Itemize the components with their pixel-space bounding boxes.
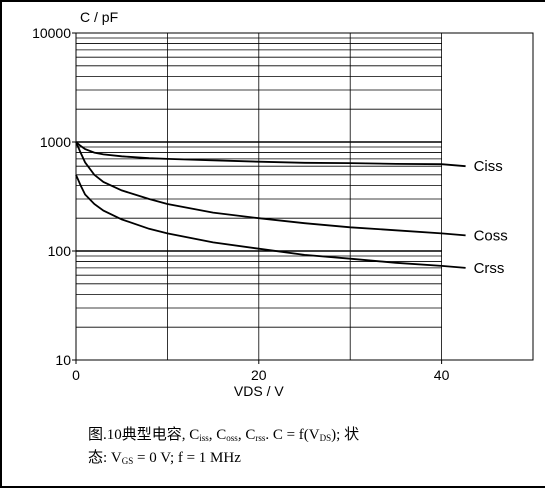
caption-text: , C xyxy=(237,427,256,443)
caption-text: = 0 V; f = 1 MHz xyxy=(133,450,241,466)
x-tick-label: 40 xyxy=(434,367,450,383)
caption-subscript: oss xyxy=(226,433,238,443)
x-axis-label: VDS / V xyxy=(234,383,284,399)
caption-line-2: 态: VGS = 0 V; f = 1 MHz xyxy=(88,447,528,470)
caption-subscript: iss xyxy=(199,433,209,443)
plot-area-border xyxy=(75,32,534,361)
x-tick-labels: 0 20 40 xyxy=(72,360,450,383)
series-labels: Ciss Coss Crss xyxy=(474,158,508,277)
capacitance-chart: 10 100 1000 10000 0 20 40 C / pF VDS / V Ciss… xyxy=(32,9,534,399)
caption-line-1: 图.10典型电容, Ciss, Coss, Crss. C = f(VDS); … xyxy=(88,424,528,447)
y-tick-labels: 10 100 1000 10000 xyxy=(32,25,76,368)
series-label-crss: Crss xyxy=(474,260,505,277)
x-tick-label: 20 xyxy=(251,367,267,383)
y-tick-label: 10 xyxy=(55,352,71,368)
y-tick-label: 100 xyxy=(48,243,72,259)
caption-text: . C = f(V xyxy=(265,427,320,443)
caption-text: 态: V xyxy=(88,450,122,466)
figure-caption: 图.10典型电容, Ciss, Coss, Crss. C = f(VDS); … xyxy=(88,424,528,470)
caption-subscript: DS xyxy=(319,433,332,443)
series-line-coss xyxy=(75,141,466,237)
series-line-crss xyxy=(75,174,466,269)
caption-text: 图.10典型电容, C xyxy=(88,427,200,443)
y-tick-label: 1000 xyxy=(40,134,71,150)
y-axis-label: C / pF xyxy=(80,9,118,25)
series-label-ciss: Ciss xyxy=(474,158,503,175)
caption-subscript: GS xyxy=(121,456,134,466)
series-lines xyxy=(75,141,466,269)
caption-subscript: rss xyxy=(255,433,266,443)
series-line-ciss xyxy=(75,141,466,168)
x-tick-label: 0 xyxy=(72,367,80,383)
y-tick-label: 10000 xyxy=(32,25,71,41)
caption-text: ); 状 xyxy=(331,427,360,443)
caption-text: , C xyxy=(208,427,227,443)
grid xyxy=(76,33,443,360)
series-label-coss: Coss xyxy=(474,227,508,244)
